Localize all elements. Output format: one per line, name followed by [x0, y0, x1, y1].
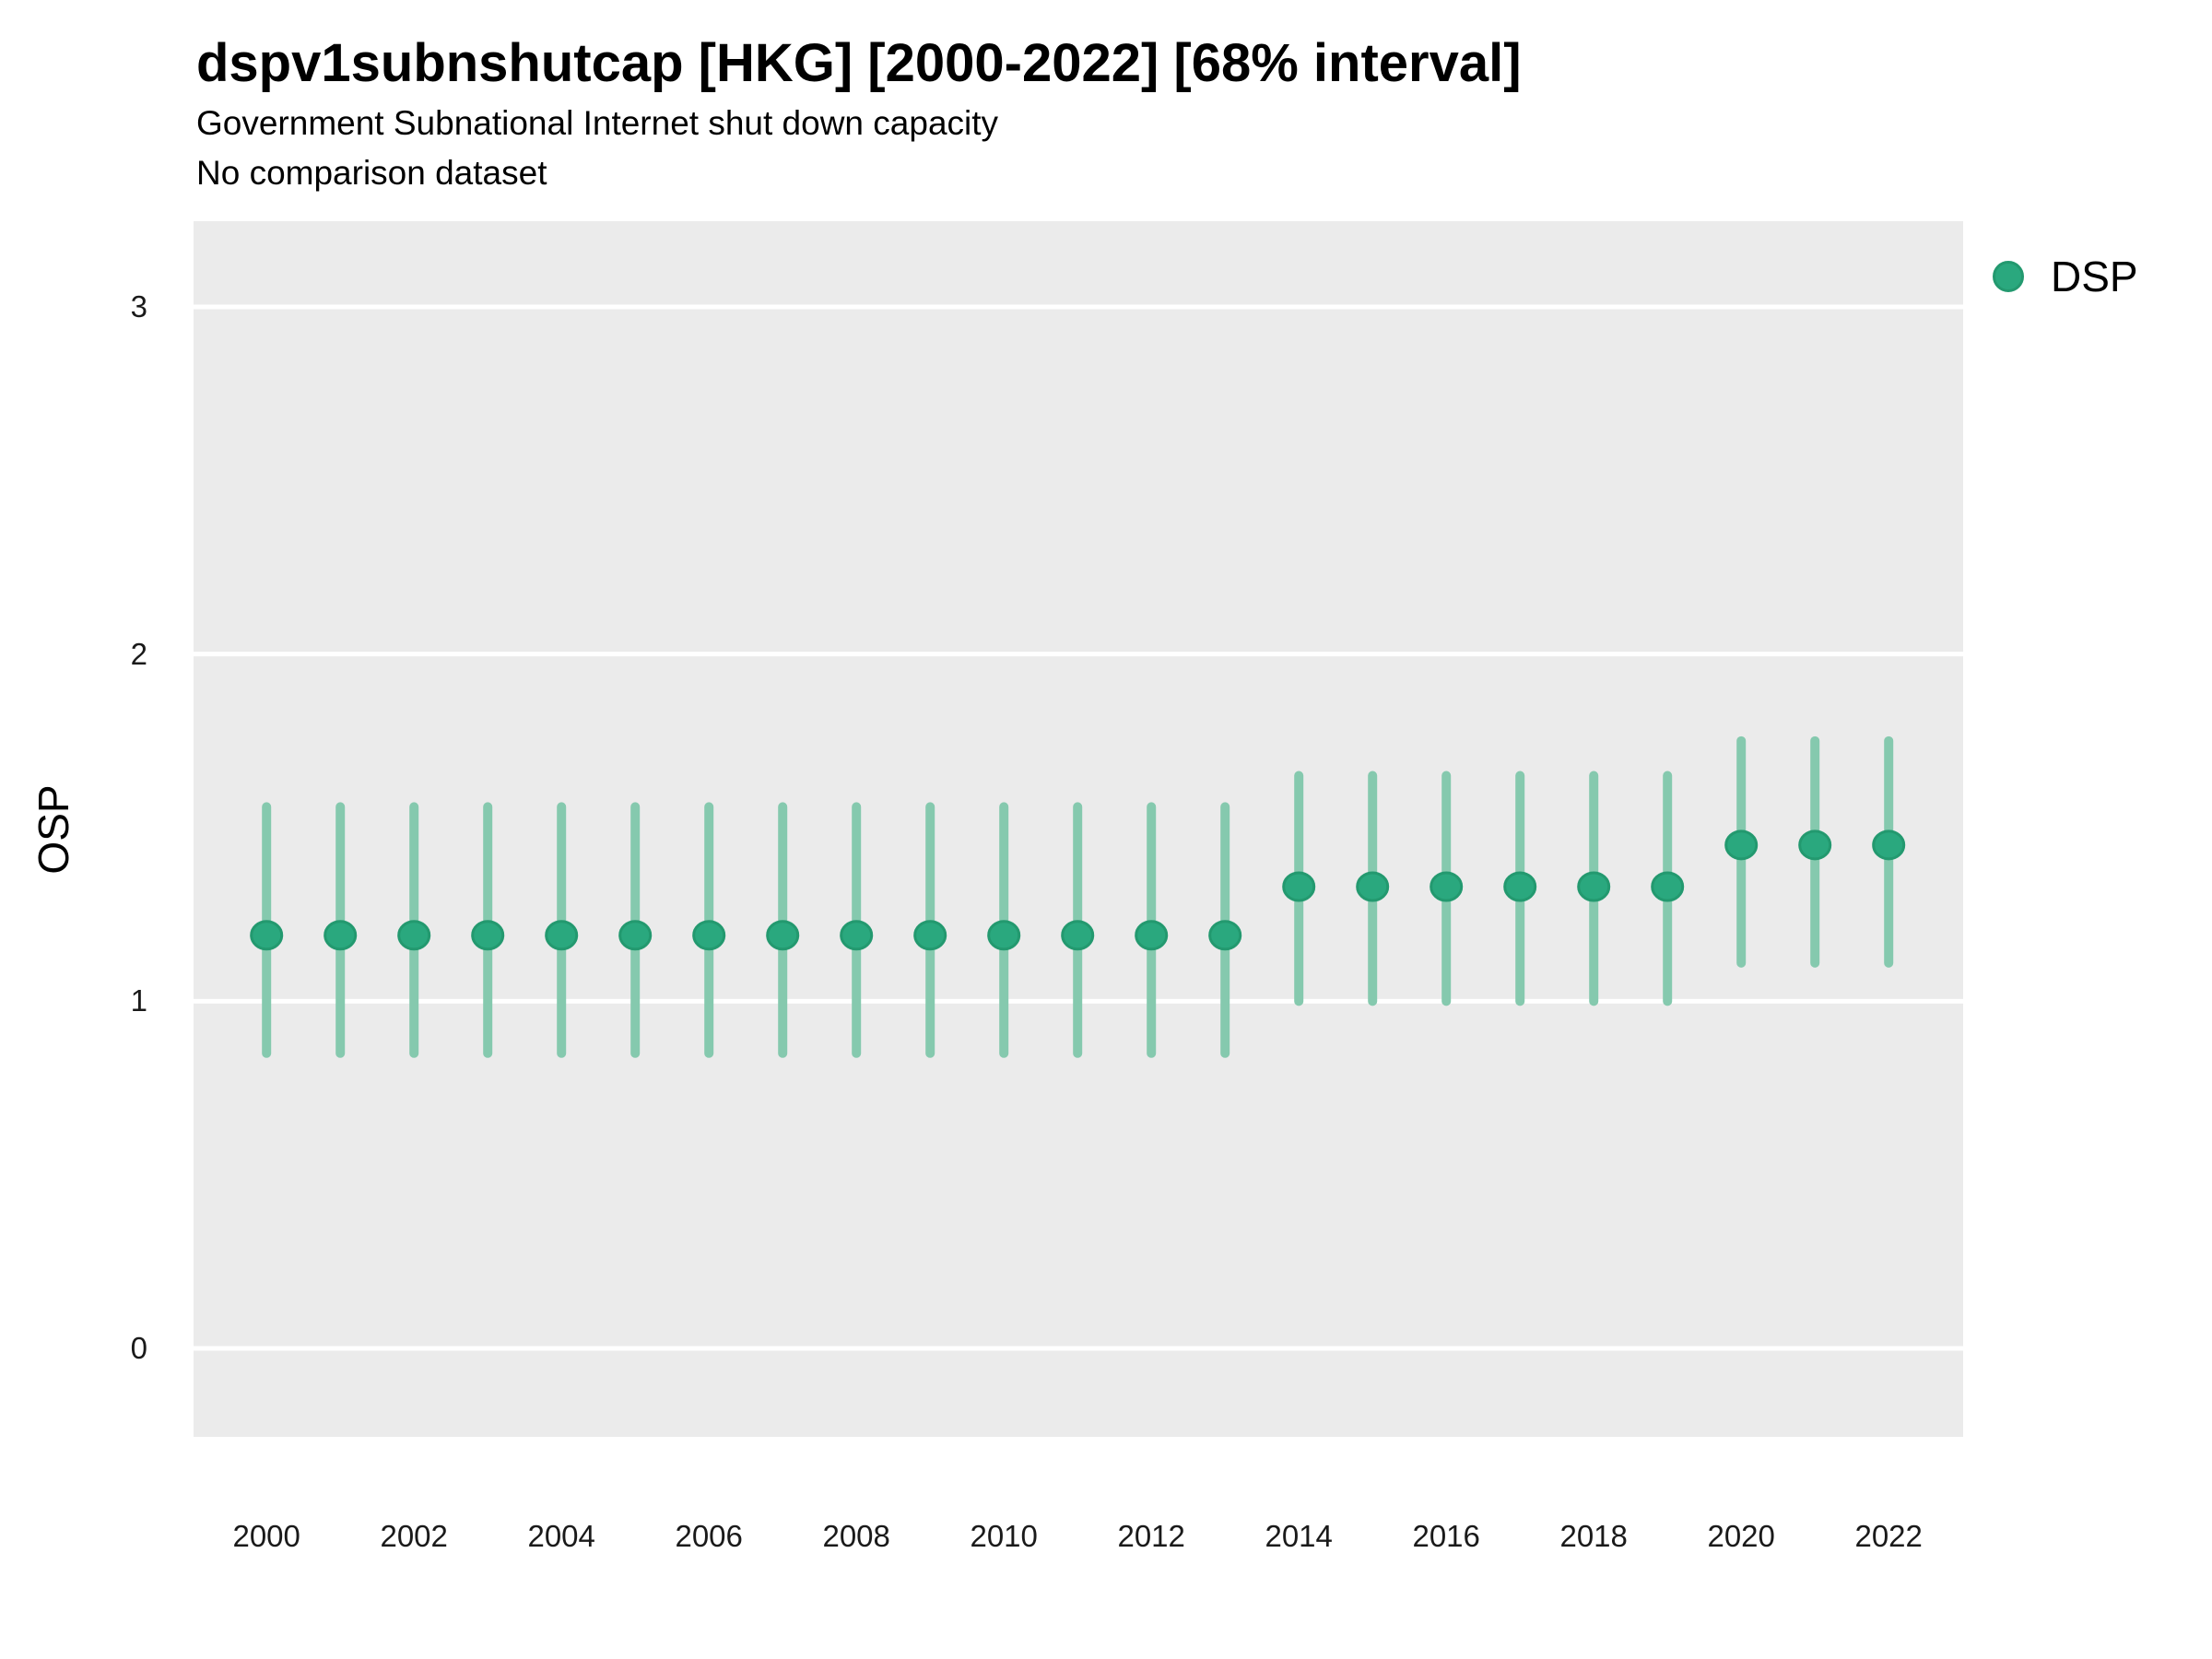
x-tick-label-2010: 2010: [970, 1519, 1038, 1553]
data-point-2008: [840, 920, 874, 951]
data-point-2001: [324, 920, 358, 951]
x-tick-label-2006: 2006: [675, 1519, 743, 1553]
x-tick-label-2012: 2012: [1117, 1519, 1185, 1553]
plot-panel: [194, 221, 1963, 1437]
data-point-2011: [1061, 920, 1095, 951]
legend-label-dsp: DSP: [2051, 253, 2138, 300]
x-tick-label-2002: 2002: [380, 1519, 448, 1553]
data-point-2015: [1356, 871, 1390, 902]
chart-title: dspv1subnshutcap [HKG] [2000-2022] [68% …: [196, 33, 1522, 93]
x-tick-label-2004: 2004: [527, 1519, 595, 1553]
data-point-2014: [1282, 871, 1316, 902]
data-point-2019: [1651, 871, 1685, 902]
data-point-2018: [1577, 871, 1611, 902]
data-point-2020: [1724, 830, 1759, 861]
legend: DSP: [1993, 254, 2138, 299]
data-point-2010: [987, 920, 1021, 951]
data-point-2022: [1872, 830, 1906, 861]
data-point-2003: [471, 920, 505, 951]
data-point-2004: [545, 920, 579, 951]
data-point-2016: [1430, 871, 1464, 902]
x-tick-label-2016: 2016: [1412, 1519, 1480, 1553]
y-tick-label-3: 3: [130, 289, 147, 324]
data-point-2000: [250, 920, 284, 951]
data-point-2005: [618, 920, 653, 951]
x-tick-label-2020: 2020: [1707, 1519, 1775, 1553]
x-tick-label-2008: 2008: [822, 1519, 890, 1553]
x-tick-label-2000: 2000: [232, 1519, 300, 1553]
y-axis-title: OSP: [29, 784, 77, 875]
data-point-2017: [1503, 871, 1537, 902]
x-tick-label-2014: 2014: [1265, 1519, 1333, 1553]
y-tick-label-2: 2: [130, 636, 147, 671]
data-point-2021: [1798, 830, 1832, 861]
data-point-2013: [1208, 920, 1242, 951]
x-tick-label-2018: 2018: [1559, 1519, 1628, 1553]
data-point-2009: [913, 920, 947, 951]
chart-note: No comparison dataset: [196, 154, 547, 192]
x-tick-label-2022: 2022: [1854, 1519, 1923, 1553]
data-point-2012: [1135, 920, 1169, 951]
y-tick-label-1: 1: [130, 983, 147, 1018]
legend-marker-dsp-icon: [1993, 261, 2024, 292]
data-point-2002: [397, 920, 431, 951]
y-tick-label-0: 0: [130, 1330, 147, 1365]
data-point-2007: [766, 920, 800, 951]
data-point-2006: [692, 920, 726, 951]
chart-subtitle: Government Subnational Internet shut dow…: [196, 104, 999, 142]
